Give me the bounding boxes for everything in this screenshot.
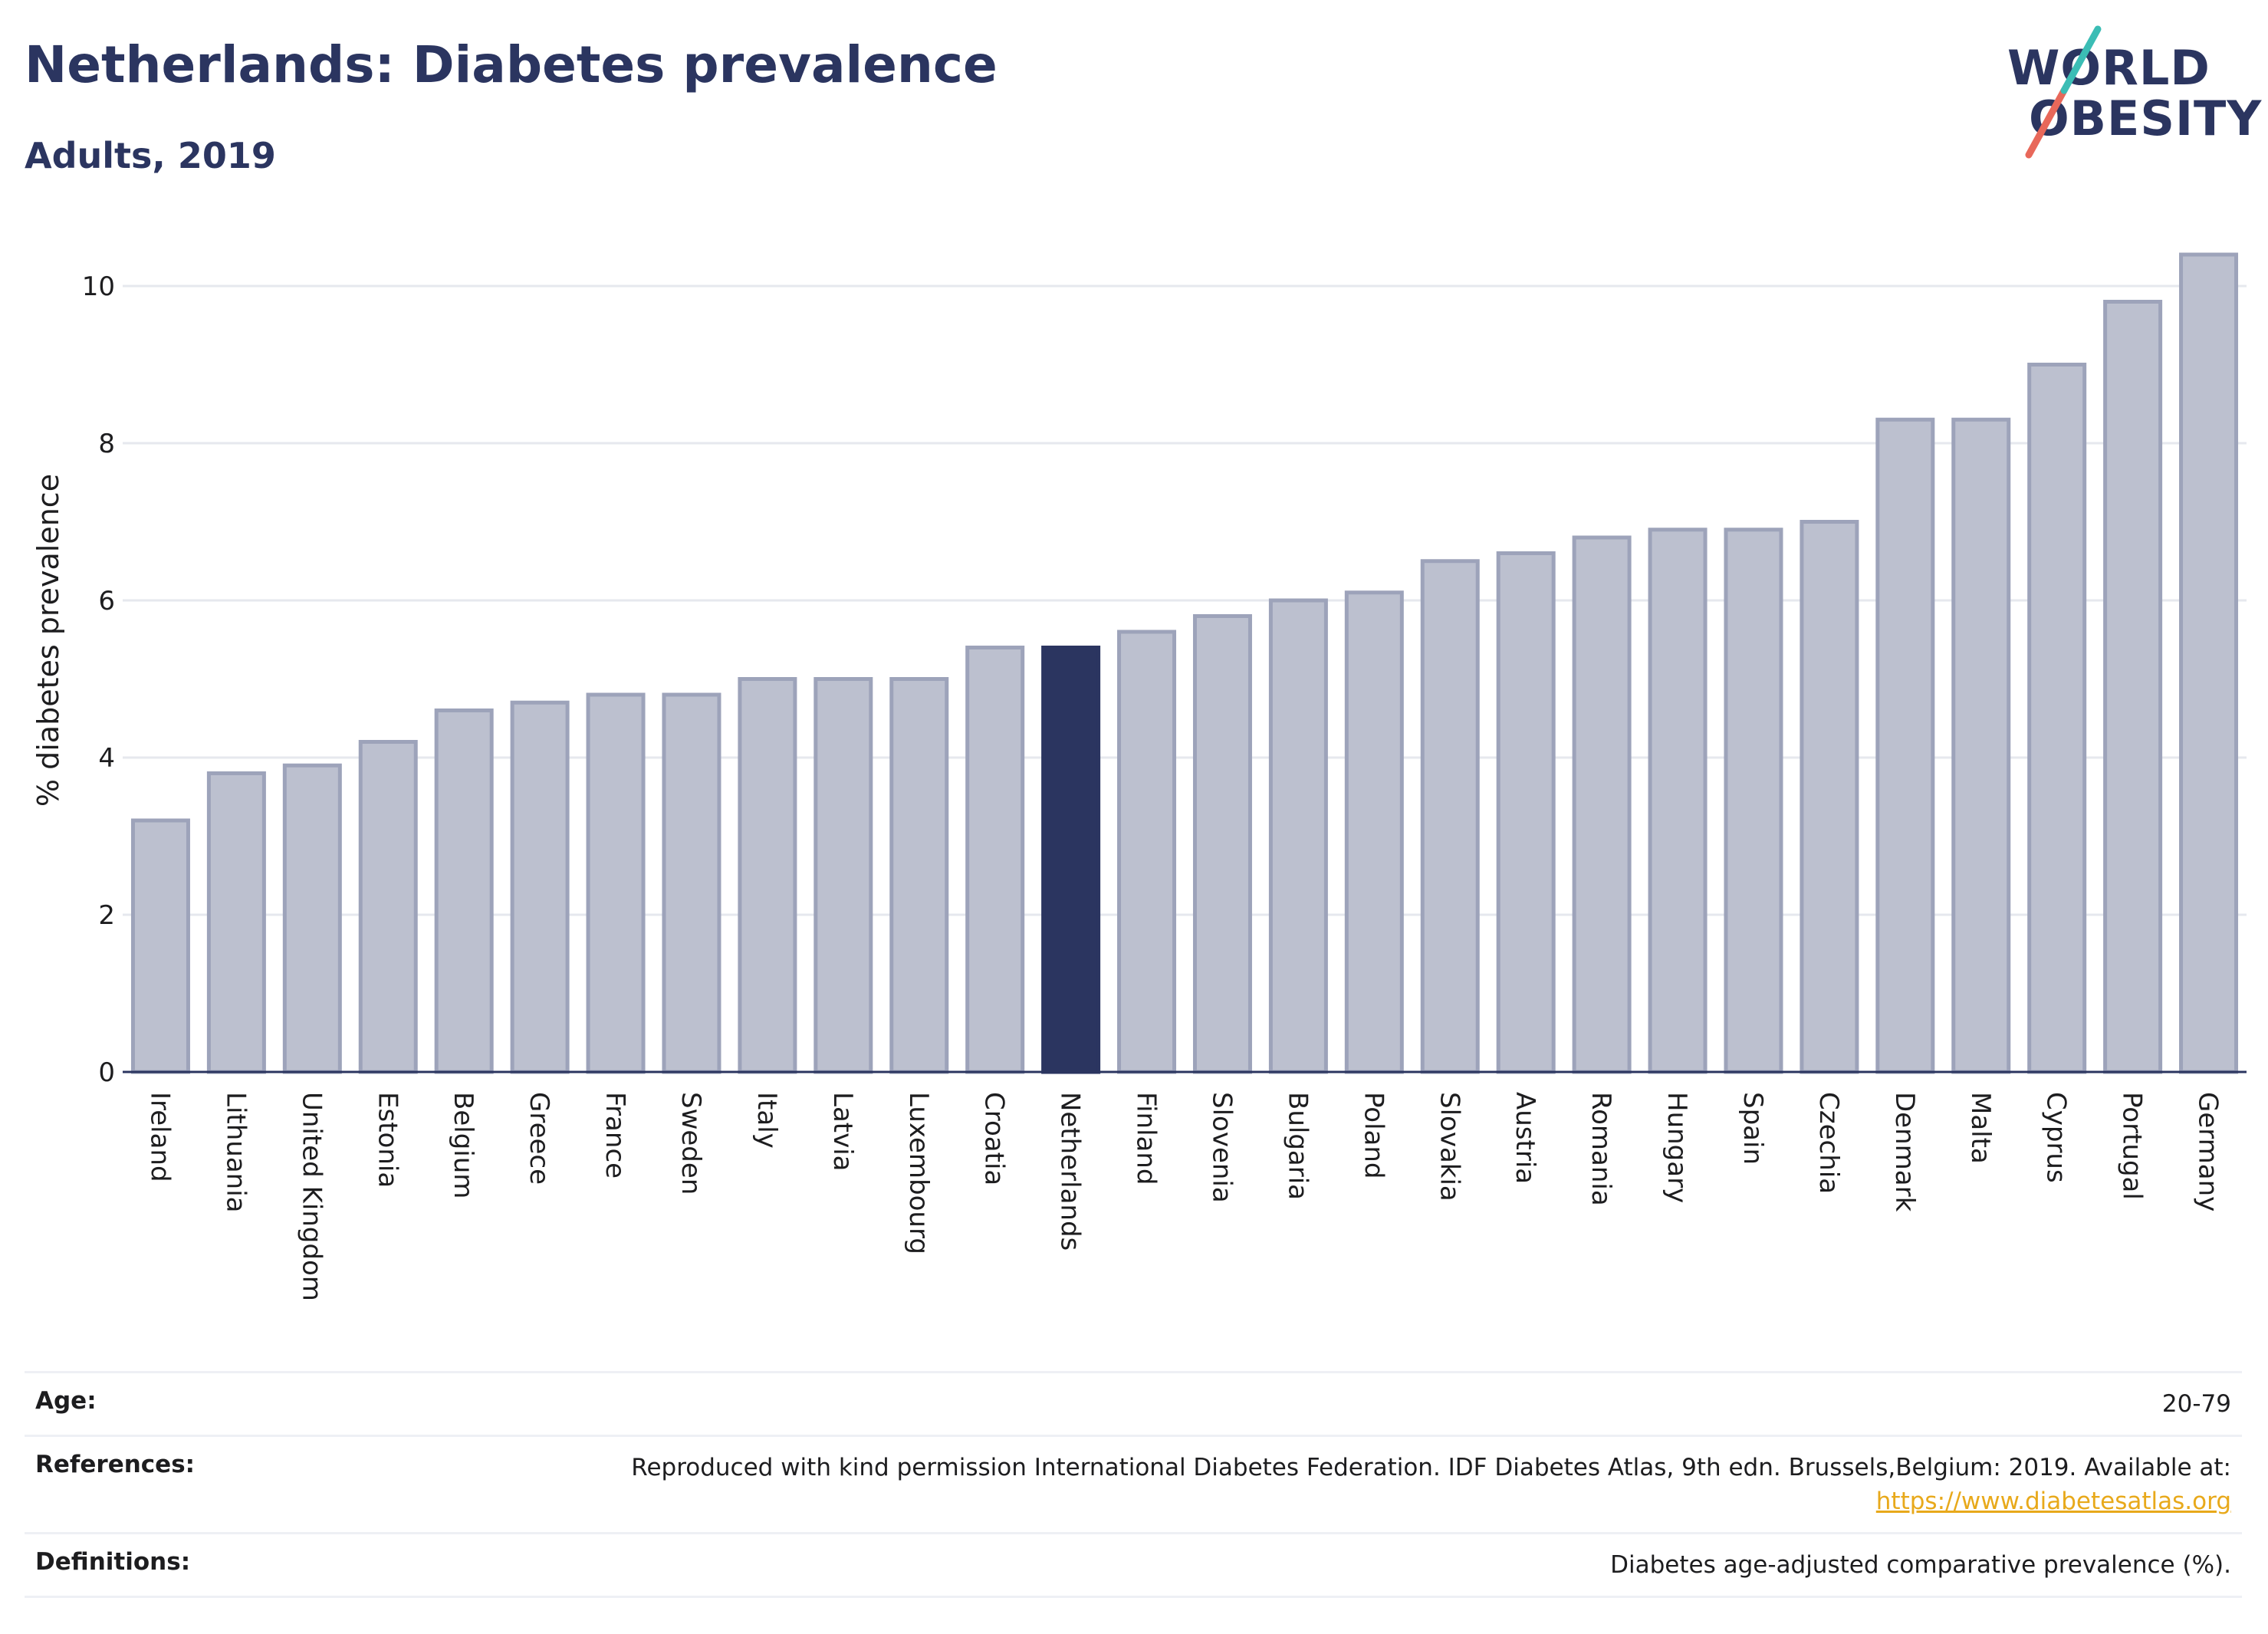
bar-united-kingdom: [282, 763, 342, 1074]
bar-finland: [1117, 630, 1177, 1074]
bar-france: [586, 692, 646, 1074]
x-tick-label: Latvia: [827, 1092, 858, 1172]
bar-poland: [1344, 590, 1404, 1074]
x-tick-label: United Kingdom: [296, 1092, 327, 1301]
diabetes-atlas-link[interactable]: https://www.diabetesatlas.org: [1875, 1488, 2231, 1515]
references-label: References:: [35, 1451, 196, 1478]
bar-malta: [1951, 417, 2011, 1074]
x-tick-label: Portugal: [2117, 1092, 2148, 1200]
x-tick-label: Estonia: [372, 1092, 403, 1188]
bar-portugal: [2103, 300, 2163, 1074]
x-tick-label: Netherlands: [1055, 1092, 1086, 1251]
x-tick-label: Finland: [1131, 1092, 1162, 1185]
footer-row-definitions: Definitions: Diabetes age-adjusted compa…: [25, 1532, 2242, 1598]
logo-word-obesity: OBESITY: [2029, 90, 2263, 146]
y-tick-label: 4: [98, 743, 115, 774]
bar-romania: [1572, 535, 1632, 1074]
bar-sweden: [662, 692, 721, 1074]
bar-cyprus: [2027, 363, 2087, 1074]
bar-slovenia: [1192, 614, 1252, 1074]
bar-slovakia: [1420, 559, 1480, 1074]
bar-bulgaria: [1268, 598, 1328, 1074]
definitions-value: Diabetes age-adjusted comparative preval…: [1610, 1551, 2231, 1579]
y-tick-label: 10: [82, 271, 115, 302]
footer-row-age: Age: 20-79: [25, 1371, 2242, 1435]
bar-austria: [1496, 551, 1556, 1074]
world-obesity-logo: WORLD OBESITY: [1994, 20, 2261, 166]
bar-luxembourg: [889, 677, 949, 1074]
page-subtitle: Adults, 2019: [25, 135, 276, 176]
x-tick-label: Lithuania: [220, 1092, 251, 1212]
logo-word-world: WORLD: [2007, 40, 2210, 96]
x-tick-label: Spain: [1737, 1092, 1768, 1165]
y-tick-label: 6: [98, 586, 115, 616]
chart-notes-table: Age: 20-79 References: Reproduced with k…: [25, 1371, 2242, 1598]
x-tick-label: Romania: [1586, 1092, 1616, 1206]
x-tick-label: Austria: [1510, 1092, 1540, 1184]
x-tick-label: Hungary: [1662, 1092, 1692, 1203]
bar-latvia: [814, 677, 873, 1074]
x-tick-label: Croatia: [979, 1092, 1010, 1185]
y-tick-label: 8: [98, 429, 115, 459]
bar-belgium: [434, 709, 494, 1074]
x-tick-label: Czechia: [1813, 1092, 1844, 1194]
x-tick-label: Malta: [1965, 1092, 1996, 1164]
bar-estonia: [358, 740, 418, 1074]
x-axis-labels: Ireland Lithuania United Kingdom Estonia Bel…: [144, 1092, 2223, 1301]
age-value: 20-79: [2161, 1390, 2231, 1418]
footer-row-references: References: Reproduced with kind permiss…: [25, 1435, 2242, 1532]
bar-denmark: [1875, 417, 1935, 1074]
x-tick-label: Germany: [2193, 1092, 2224, 1212]
y-axis-ticks: 0 2 4 6 8 10: [82, 271, 115, 1088]
x-tick-label: Belgium: [448, 1092, 478, 1198]
x-tick-label: Slovenia: [1206, 1092, 1237, 1203]
y-tick-label: 2: [98, 900, 115, 931]
x-tick-label: Slovakia: [1434, 1092, 1464, 1202]
bar-czechia: [1800, 520, 1859, 1074]
bar-italy: [738, 677, 797, 1074]
logo-slash-icon: [2025, 25, 2102, 159]
x-tick-label: Italy: [751, 1092, 782, 1149]
y-tick-label: 0: [98, 1057, 115, 1088]
x-tick-label: France: [600, 1092, 630, 1179]
y-axis-title: % diabetes prevalence: [31, 474, 65, 807]
bar-croatia: [965, 646, 1025, 1074]
bars: [130, 252, 2239, 1074]
x-tick-label: Poland: [1358, 1092, 1389, 1179]
definitions-label: Definitions:: [35, 1548, 191, 1576]
x-tick-label: Greece: [524, 1092, 554, 1185]
bar-germany: [2179, 252, 2239, 1074]
x-tick-label: Bulgaria: [1282, 1092, 1313, 1200]
references-value: Reproduced with kind permission Internat…: [631, 1451, 2231, 1518]
bar-chart: 0 2 4 6 8 10 Ireland Lithuania United Kingdom Es…: [31, 252, 2247, 1301]
x-tick-label: Sweden: [675, 1092, 706, 1195]
x-tick-label: Denmark: [1889, 1092, 1920, 1212]
bar-hungary: [1648, 528, 1708, 1074]
references-text: Reproduced with kind permission Internat…: [631, 1454, 2231, 1481]
x-tick-label: Cyprus: [2041, 1092, 2072, 1183]
bar-greece: [510, 700, 570, 1074]
x-tick-label: Ireland: [144, 1092, 175, 1182]
bar-lithuania: [206, 771, 266, 1074]
age-label: Age:: [35, 1387, 97, 1415]
bar-ireland: [130, 818, 190, 1074]
x-tick-label: Luxembourg: [903, 1092, 934, 1254]
page-title: Netherlands: Diabetes prevalence: [25, 35, 998, 94]
bar-netherlands: [1041, 646, 1101, 1074]
bar-spain: [1724, 528, 1783, 1074]
